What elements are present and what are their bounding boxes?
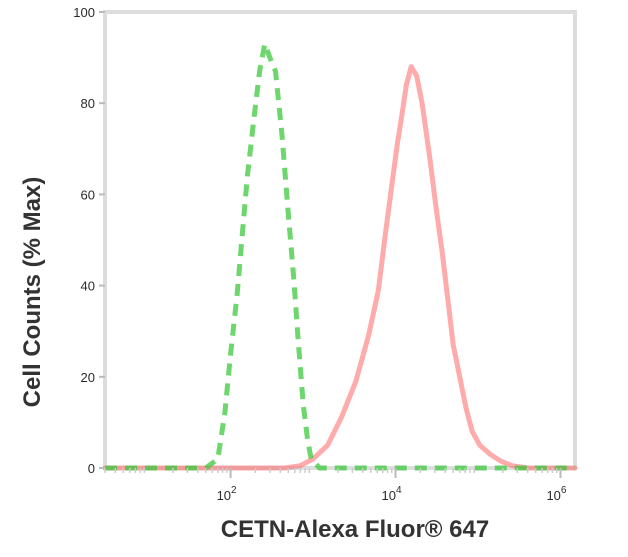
red-solid-histogram-line bbox=[102, 64, 578, 471]
y-tick-label: 20 bbox=[81, 370, 95, 385]
x-tick-label: 106 bbox=[546, 485, 566, 503]
x-tick-label: 104 bbox=[382, 485, 402, 503]
y-tick-label: 60 bbox=[81, 187, 95, 202]
green-dashed-histogram-line bbox=[105, 41, 575, 471]
y-tick-label: 80 bbox=[81, 96, 95, 111]
plot-frame bbox=[103, 10, 577, 470]
y-tick-label: 40 bbox=[81, 279, 95, 294]
x-tick-label: 102 bbox=[217, 485, 237, 503]
y-tick-label: 100 bbox=[73, 5, 95, 20]
y-axis-title: Cell Counts (% Max) bbox=[19, 177, 46, 408]
x-axis-title: CETN-Alexa Fluor® 647 bbox=[221, 516, 489, 543]
y-tick-label: 0 bbox=[88, 461, 95, 476]
